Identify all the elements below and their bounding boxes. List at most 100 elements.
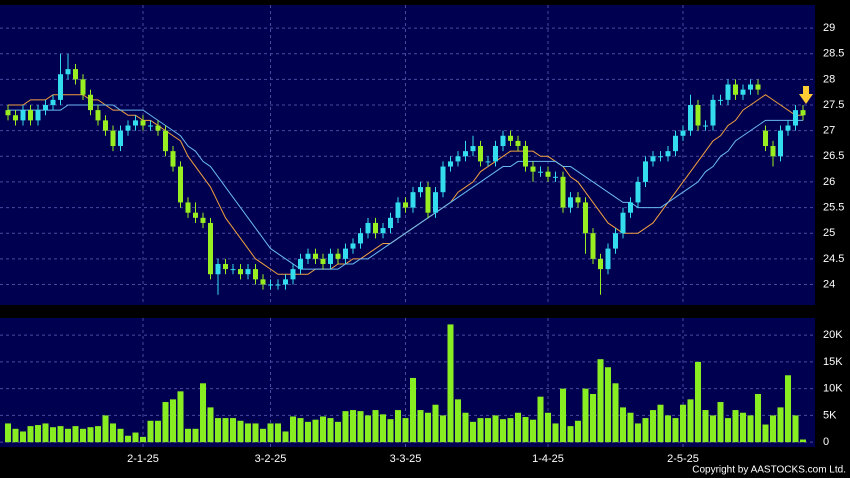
plot	[5, 53, 806, 443]
candle-body	[553, 176, 558, 178]
candle-body	[335, 253, 341, 259]
volume-bar	[560, 388, 566, 443]
candle-body	[568, 197, 573, 208]
volume-tick-label: 0	[823, 436, 829, 448]
candle-body	[628, 202, 633, 213]
candle-body	[110, 130, 116, 147]
volume-bar	[365, 415, 371, 443]
candle-body	[778, 130, 783, 157]
candle-body	[500, 135, 506, 147]
candle-body	[433, 192, 438, 213]
volume-bar	[72, 426, 79, 443]
candle-body	[80, 79, 86, 95]
volume-bar	[635, 423, 641, 443]
y-tick-label: 24.5	[823, 253, 844, 265]
candle-body	[365, 222, 371, 234]
volume-bar	[672, 418, 679, 443]
candle-body	[125, 125, 131, 131]
volume-bar	[335, 421, 341, 443]
candle-body	[223, 263, 228, 270]
candle-body	[463, 151, 468, 157]
candle-body	[373, 222, 378, 234]
axes: 24 24.5 25 25.5 26 26.5 27 27.5 28 28.5 29 0 5K 10K 15…	[127, 22, 844, 465]
volume-bar	[485, 418, 491, 443]
volume-bar	[140, 436, 146, 443]
candle-body	[388, 217, 393, 229]
candle-body	[380, 228, 386, 234]
volume-bar	[567, 426, 574, 443]
volume-bar	[710, 415, 716, 443]
candle-body	[343, 248, 348, 259]
candle-body	[95, 110, 101, 121]
candle-body	[88, 94, 93, 111]
candle-body	[118, 130, 123, 147]
candle-body	[178, 166, 183, 203]
candle-body	[50, 99, 56, 105]
candle-body	[58, 74, 63, 100]
volume-bar	[380, 414, 386, 443]
candle-body	[155, 125, 161, 131]
candle-body	[170, 151, 176, 167]
candle-body	[763, 130, 768, 147]
candle-body	[418, 187, 423, 193]
candle-body	[200, 217, 206, 223]
volume-bar	[282, 431, 289, 443]
candle-body	[65, 69, 71, 75]
volume-bar	[290, 416, 296, 443]
candle-body	[133, 120, 138, 126]
y-tick-label: 28	[823, 73, 835, 85]
candle-body	[283, 279, 288, 285]
volume-bar	[177, 391, 184, 443]
volume-bar	[492, 415, 499, 443]
y-tick-label: 27	[823, 125, 835, 137]
volume-bar	[275, 423, 281, 443]
volume-bar	[642, 418, 649, 443]
volume-bar	[785, 375, 791, 443]
volume-bar	[200, 383, 206, 443]
y-tick-label: 26.5	[823, 150, 844, 162]
x-tick-label: 3-3-25	[390, 453, 422, 465]
volume-bar	[657, 404, 664, 443]
x-tick-label: 2-5-25	[667, 453, 699, 465]
volume-bar	[222, 418, 229, 443]
y-tick-label: 25.5	[823, 201, 844, 213]
candle-body	[425, 187, 431, 213]
candle-body	[73, 69, 78, 80]
volume-bar	[320, 416, 326, 443]
candle-body	[665, 151, 671, 157]
candle-body	[710, 99, 716, 126]
candle-body	[43, 105, 48, 111]
volume-bar	[372, 410, 379, 443]
volume-bar	[530, 419, 536, 443]
candle-body	[800, 110, 806, 116]
volume-bar	[42, 423, 49, 443]
candle-body	[230, 269, 236, 271]
volume-bar	[50, 427, 56, 443]
volume-bar	[777, 407, 784, 443]
volume-bar	[470, 421, 476, 443]
candle-body	[620, 212, 626, 234]
volume-bar	[537, 396, 544, 443]
candle-body	[140, 120, 146, 126]
volume-bar	[597, 359, 604, 443]
candle-body	[793, 110, 798, 126]
candle-body	[755, 84, 761, 90]
volume-bar	[402, 418, 409, 443]
volume-bar	[102, 415, 109, 443]
candle-body	[613, 233, 618, 249]
candle-body	[515, 140, 521, 147]
candle-body	[268, 284, 273, 286]
volume-bar	[65, 428, 71, 443]
y-tick-label: 26	[823, 176, 835, 188]
volume-bar	[87, 427, 94, 443]
candle-body	[493, 146, 498, 162]
volume-bar	[417, 410, 424, 443]
volume-tick-label: 20K	[823, 329, 843, 341]
volume-bar	[432, 404, 439, 443]
y-tick-label: 29	[823, 22, 835, 34]
volume-bar	[215, 418, 221, 443]
candle-body	[658, 156, 663, 158]
volume-bar	[57, 426, 64, 443]
volume-bar	[117, 428, 124, 443]
candle-body	[103, 120, 108, 131]
